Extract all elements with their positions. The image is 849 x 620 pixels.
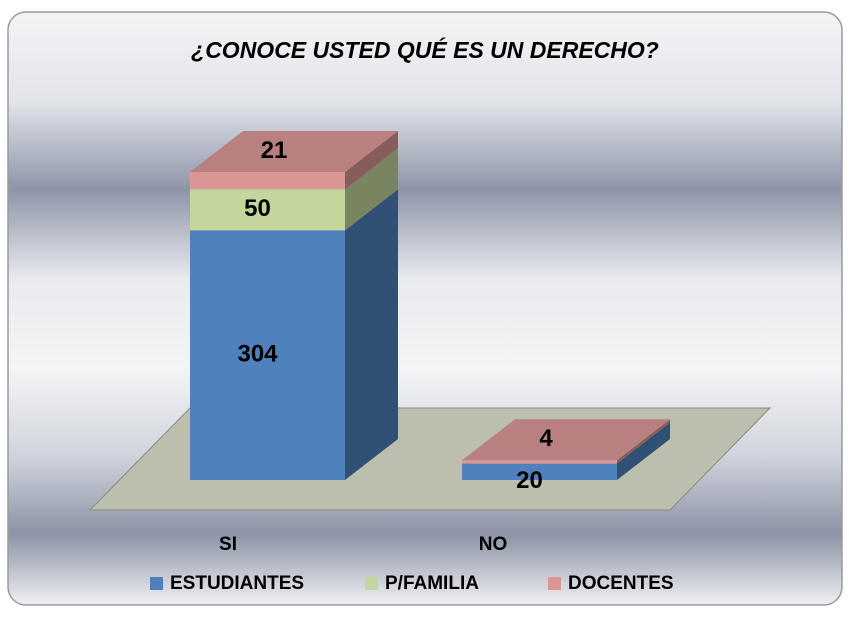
- data-label: 20: [516, 467, 543, 494]
- bar-front: [190, 230, 345, 480]
- data-label: 21: [261, 137, 288, 164]
- chart-title: ¿CONOCE USTED QUÉ ES UN DERECHO?: [191, 36, 659, 63]
- bar-front: [462, 463, 617, 480]
- bar-side: [617, 422, 670, 480]
- legend-swatch: [548, 577, 561, 590]
- bar: [462, 422, 670, 480]
- x-tick-label: SI: [219, 534, 237, 555]
- legend-swatch: [150, 577, 163, 590]
- x-tick-label: NO: [479, 534, 508, 555]
- data-label: 4: [539, 425, 553, 452]
- bar-top: [190, 131, 398, 172]
- data-label: 304: [237, 341, 278, 368]
- bar: [462, 419, 670, 464]
- bar-side: [617, 419, 670, 464]
- bar: [190, 131, 398, 190]
- legend-label: P/FAMILIA: [385, 573, 479, 594]
- bar: [190, 189, 398, 480]
- bar-side: [345, 189, 398, 480]
- bar-front: [462, 460, 617, 464]
- bar-side: [345, 148, 398, 231]
- bar: [190, 148, 398, 231]
- bar-front: [190, 189, 345, 231]
- legend-swatch: [365, 577, 378, 590]
- data-label: 50: [244, 195, 271, 222]
- legend-label: ESTUDIANTES: [170, 573, 304, 594]
- bar-front: [190, 172, 345, 190]
- chart-background: [7, 11, 843, 606]
- bar-side: [345, 131, 398, 190]
- bar-top: [462, 419, 670, 461]
- legend-label: DOCENTES: [568, 573, 674, 594]
